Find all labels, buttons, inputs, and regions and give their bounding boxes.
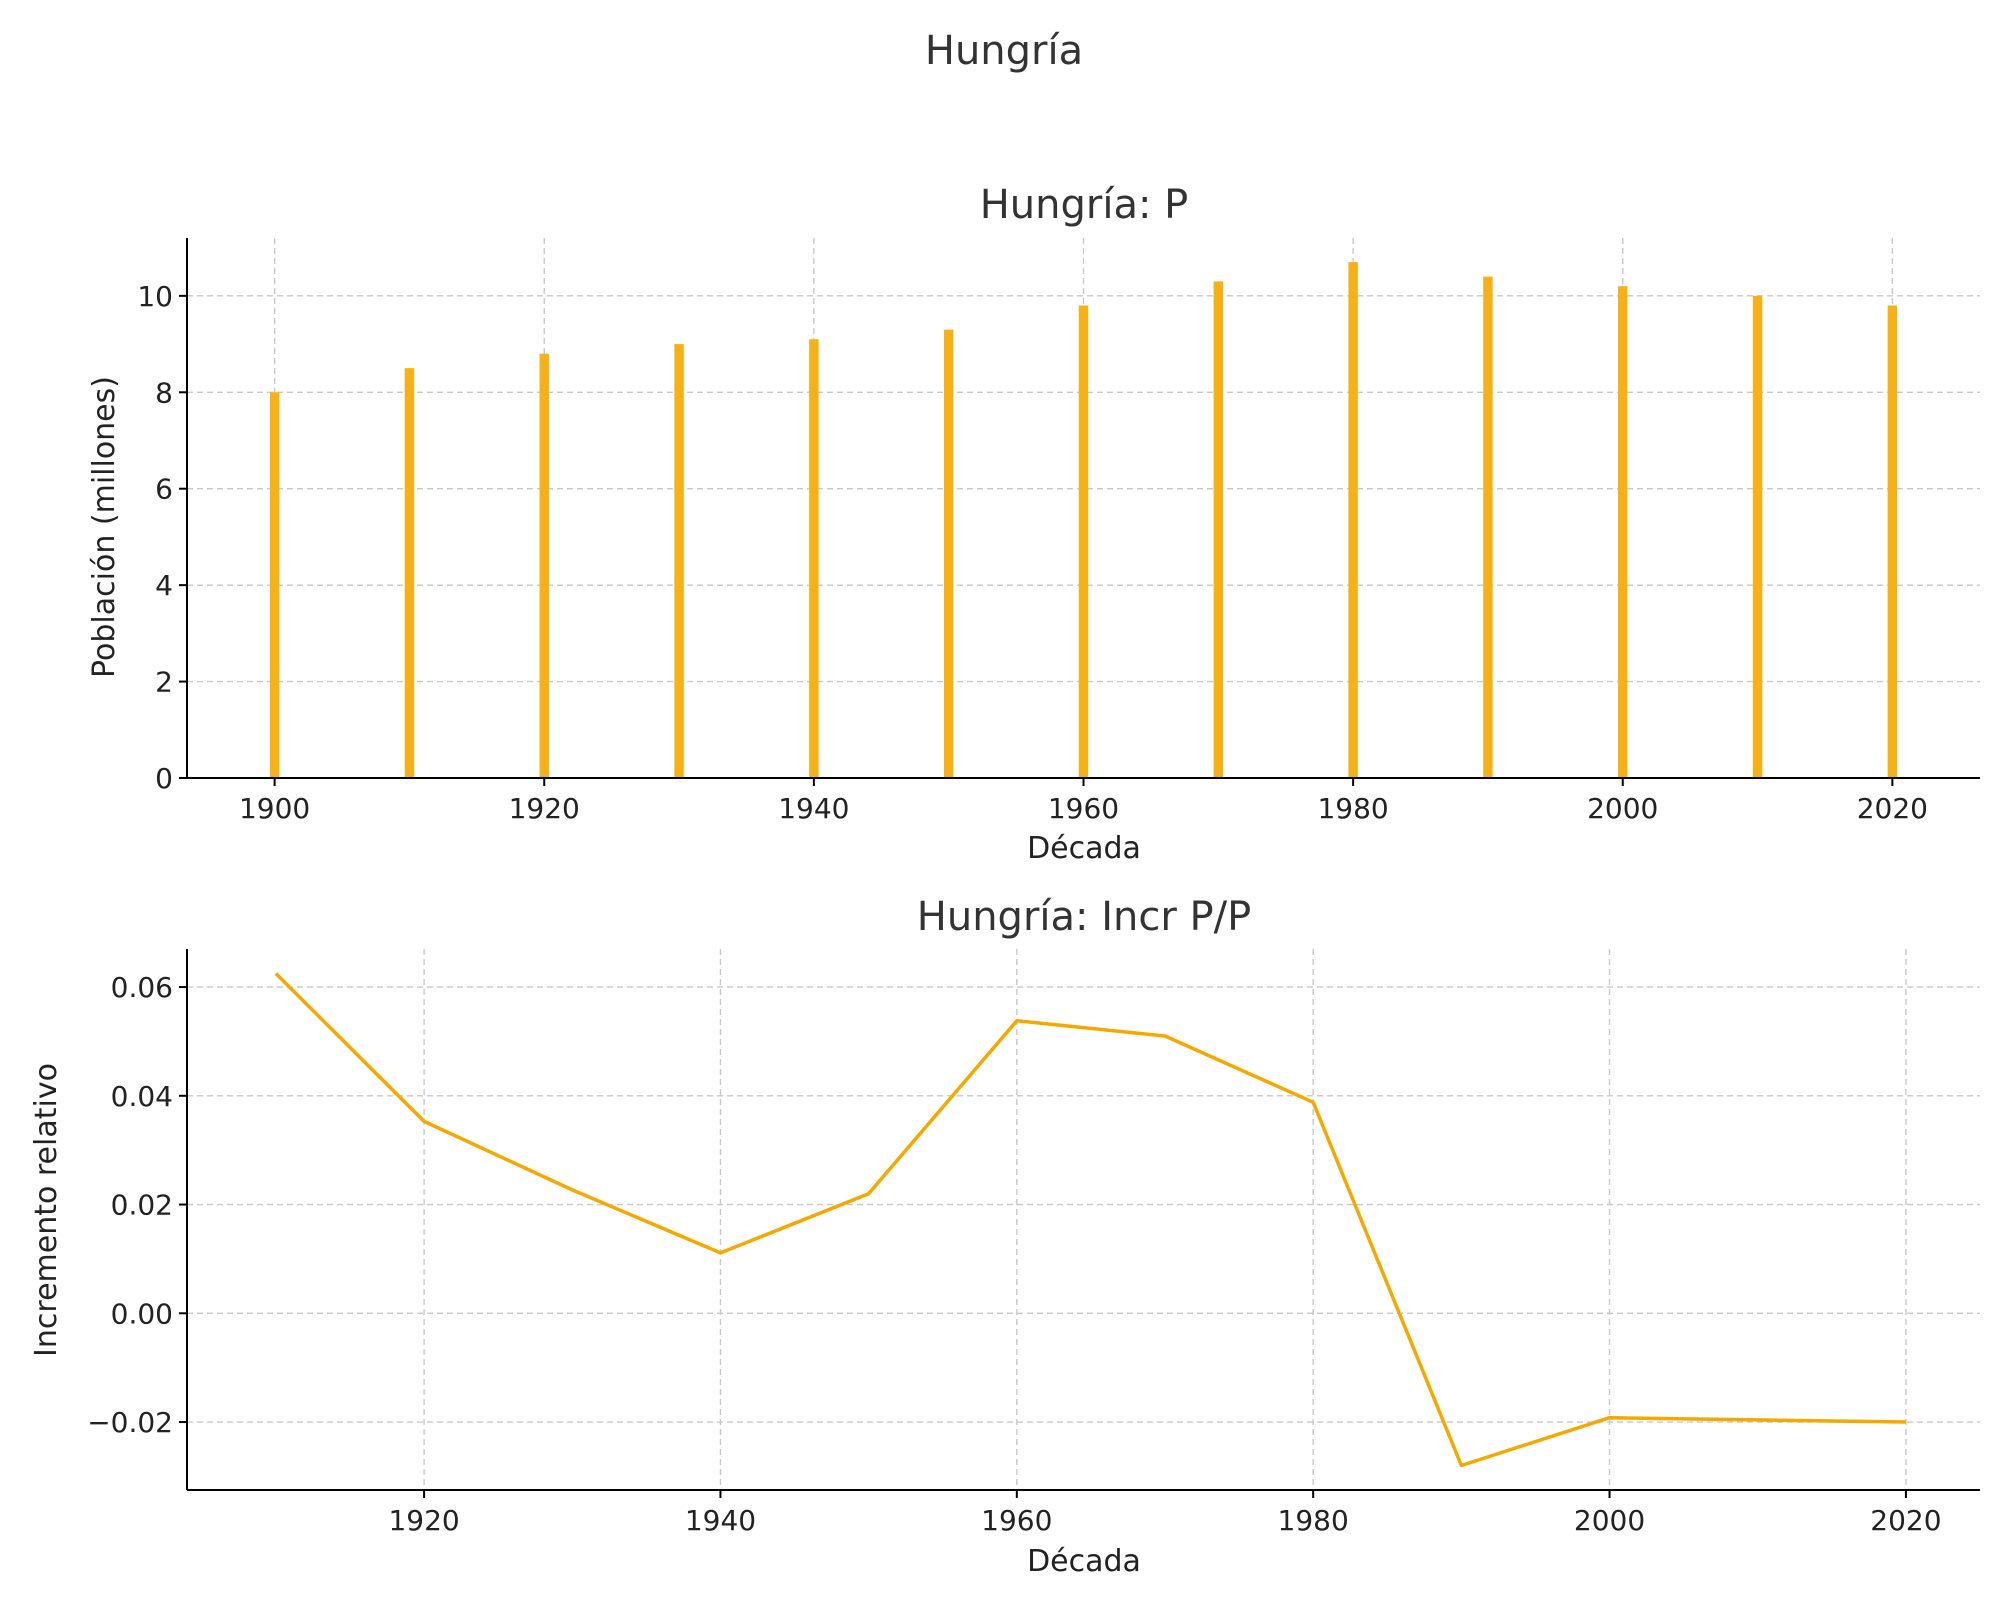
y-tick-label: 4 [155, 569, 173, 602]
bar-2000 [1618, 286, 1628, 778]
bar-1940 [809, 339, 819, 778]
y-tick-label: −0.02 [87, 1406, 173, 1439]
x-tick-label: 1980 [1317, 792, 1388, 825]
x-tick-label: 1940 [685, 1504, 756, 1537]
y-tick-label: 8 [155, 376, 173, 409]
relative-increase-grid [187, 949, 1980, 1490]
bar-1990 [1483, 276, 1493, 778]
relative-increase-line-layer [274, 972, 1907, 1468]
y-tick-label: 0 [155, 762, 173, 795]
x-tick-label: 1960 [1048, 792, 1119, 825]
bar-1960 [1078, 305, 1089, 778]
bar-1950 [943, 329, 954, 778]
x-tick-label: 1920 [509, 792, 580, 825]
population-x-ticks: 1900 1920 1940 1960 1980 2000 2020 [239, 778, 1928, 825]
bar-1970 [1213, 281, 1224, 778]
bar-1900 [269, 392, 280, 778]
x-tick-label: 1900 [239, 792, 310, 825]
figure-suptitle: Hungría [925, 28, 1083, 74]
bar-2010 [1752, 295, 1763, 778]
x-tick-label: 2000 [1574, 1504, 1645, 1537]
relative-increase-y-ticks: 0.06 0.04 0.02 0.00 −0.02 [87, 971, 187, 1439]
relative-increase-line [274, 972, 1906, 1468]
bar-1920 [539, 353, 549, 778]
y-tick-label: 2 [155, 666, 173, 699]
population-x-axis-label: Década [1027, 831, 1141, 866]
population-chart: Hungría: P 1900 1920 1940 1960 1980 2000 2020 … [87, 182, 1980, 866]
y-tick-label: 0.02 [111, 1189, 173, 1222]
x-tick-label: 1920 [388, 1504, 459, 1537]
bar-1910 [404, 368, 415, 778]
population-y-ticks: 0 2 4 6 8 10 [137, 280, 187, 795]
bar-1930 [674, 344, 684, 778]
y-tick-label: 10 [137, 280, 173, 313]
relative-increase-chart-title: Hungría: Incr P/P [917, 894, 1251, 940]
bar-1980 [1348, 262, 1358, 778]
bar-2020 [1887, 305, 1898, 778]
y-tick-label: 0.04 [111, 1080, 173, 1113]
relative-increase-y-axis-label: Incremento relativo [29, 1063, 64, 1357]
y-tick-label: 0.06 [111, 971, 173, 1004]
y-tick-label: 6 [155, 473, 173, 506]
x-tick-label: 1960 [981, 1504, 1052, 1537]
x-tick-label: 2020 [1870, 1504, 1941, 1537]
relative-increase-chart: Hungría: Incr P/P 1920 1940 1960 1980 2000 20… [29, 894, 1980, 1579]
x-tick-label: 1940 [778, 792, 849, 825]
population-y-axis-label: Población (millones) [87, 376, 122, 678]
x-tick-label: 2020 [1857, 792, 1928, 825]
population-chart-title: Hungría: P [980, 182, 1189, 228]
y-tick-label: 0.00 [111, 1297, 173, 1330]
population-bars [269, 262, 1898, 778]
relative-increase-axes [186, 949, 1980, 1491]
relative-increase-x-axis-label: Década [1027, 1544, 1141, 1579]
relative-increase-x-ticks: 1920 1940 1960 1980 2000 2020 [388, 1490, 1942, 1537]
x-tick-label: 2000 [1587, 792, 1658, 825]
x-tick-label: 1980 [1278, 1504, 1349, 1537]
